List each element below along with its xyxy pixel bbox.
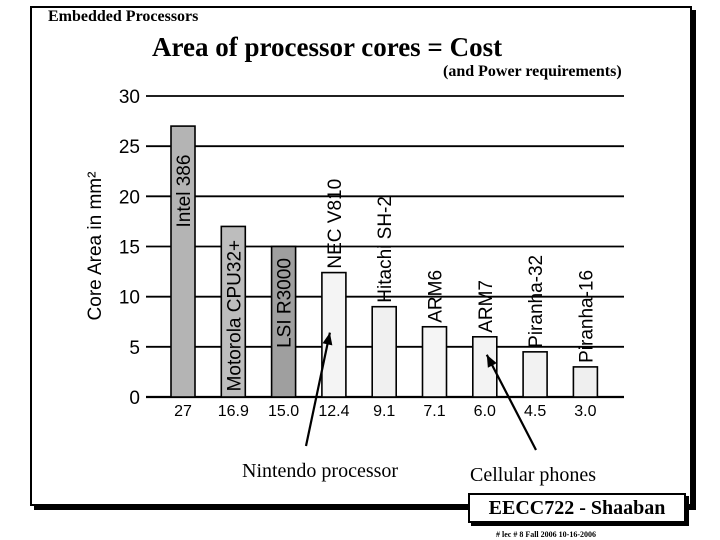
bar [421,325,448,398]
slide-subtitle: (and Power requirements) [443,63,622,80]
bar [220,225,247,398]
bar [270,245,297,398]
y-tick-label: 25 [119,137,140,158]
y-axis-label: Core Area in mm² [85,172,106,321]
y-tick-label: 30 [119,87,140,108]
footer-line: # lec # 8 Fall 2006 10-16-2006 [496,530,596,539]
category-label: Piranha-16 [576,270,597,363]
y-tick-label: 15 [119,238,140,259]
bar-value-label: 12.4 [318,403,349,420]
cellular-arrow-head [486,354,497,368]
cellular-arrow [485,354,537,451]
cellular-annotation: Cellular phones [470,464,597,486]
course-box: EECC722 - Shaaban [468,493,686,523]
nintendo-arrow-head [322,332,333,346]
category-label: NEC V810 [325,179,346,269]
bar-value-label: 7.1 [423,403,445,420]
bar-value-label: 9.1 [373,403,395,420]
category-label: LSI R3000 [275,258,296,348]
category-label: Motorola CPU32+ [224,240,245,392]
bar-value-label: 27 [174,403,192,420]
bar-value-label: 15.0 [268,403,299,420]
bar-value-label: 6.0 [474,403,496,420]
y-tick-label: 10 [119,288,140,309]
category-label: Piranha-32 [526,255,547,348]
bar-value-label: 16.9 [218,403,249,420]
category-label: Hitachi SH-2 [375,196,396,303]
category-label: ARM7 [476,280,497,333]
bar [371,305,398,398]
bar-value-label: 3.0 [574,403,596,420]
y-tick-label: 20 [119,187,140,208]
bar [572,366,599,398]
nintendo-annotation: Nintendo processor [242,460,399,482]
slide-title: Area of processor cores = Cost [152,32,503,62]
nintendo-arrow [304,332,331,447]
bar [522,351,548,398]
bar [321,271,347,398]
y-tick-label: 5 [129,338,140,359]
category-label: Intel 386 [174,155,195,228]
bar-value-label: 4.5 [524,403,546,420]
slide-frame [30,6,692,506]
category-label: ARM6 [426,270,447,323]
y-tick-label: 0 [129,388,140,409]
header-label: Embedded Processors [48,8,199,25]
bar [170,125,196,398]
